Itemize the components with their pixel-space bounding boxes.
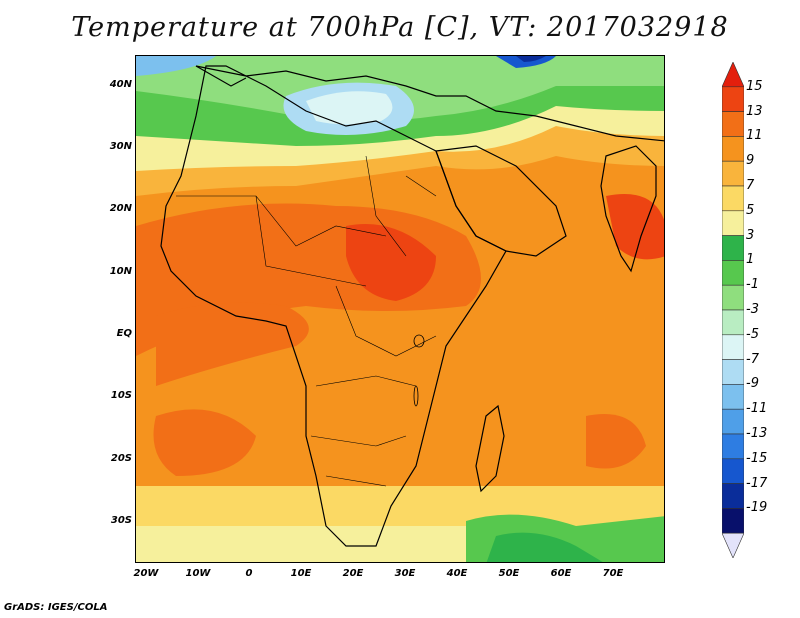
colorbar-label: 15 — [746, 78, 763, 94]
colorbar-label: -1 — [746, 277, 759, 293]
colorbar-segment — [722, 136, 744, 162]
colorbar-segment — [722, 483, 744, 509]
colorbar-segment — [722, 260, 744, 286]
colorbar-label: 1 — [746, 252, 755, 268]
lon-label-20w: 20W — [133, 568, 159, 579]
colorbar-label: 7 — [746, 178, 755, 193]
lon-label-10e: 10E — [290, 568, 312, 579]
colorbar-label: -17 — [746, 475, 768, 491]
lat-label-10s: 10S — [110, 390, 132, 401]
colorbar-segment — [722, 334, 744, 360]
lon-label-40e: 40E — [446, 568, 468, 579]
colorbar-segment — [722, 284, 744, 311]
colorbar-label: -19 — [746, 500, 768, 516]
colorbar-segment — [722, 408, 744, 435]
colorbar-label: -7 — [746, 351, 759, 367]
lat-label-20n: 20N — [109, 203, 132, 214]
colorbar-label: -5 — [746, 326, 759, 342]
lat-label-30n: 30N — [109, 141, 132, 152]
lon-label-50e: 50E — [498, 568, 520, 579]
lon-label-70e: 70E — [602, 568, 624, 579]
colorbar-label: 5 — [746, 202, 755, 218]
colorbar-label: 3 — [746, 227, 755, 243]
colorbar-label: 11 — [746, 128, 763, 144]
colorbar-label: 13 — [746, 103, 763, 119]
colorbar-segment — [722, 62, 744, 88]
temperature-map — [135, 55, 665, 563]
colorbar-segment — [722, 235, 744, 261]
colorbar-segment — [722, 309, 744, 336]
lat-label-40n: 40N — [109, 79, 132, 90]
colorbar-segment — [722, 210, 744, 236]
colorbar-label: -9 — [746, 376, 759, 392]
credit-text: GrADS: IGES/COLA — [4, 602, 108, 613]
colorbar-segment — [722, 508, 744, 534]
lat-label-eq: EQ — [116, 328, 132, 339]
colorbar-segment — [722, 433, 744, 460]
colorbar-segment — [722, 384, 744, 410]
colorbar-segment — [722, 359, 744, 385]
colorbar-label: -13 — [746, 426, 768, 441]
colorbar-label: -3 — [746, 302, 759, 317]
colorbar-segment — [722, 111, 744, 137]
lat-label-20s: 20S — [110, 453, 132, 464]
lon-label-30e: 30E — [394, 568, 416, 579]
lon-label-20e: 20E — [342, 568, 364, 579]
chart-title: Temperature at 700hPa [C], VT: 201703291… — [71, 12, 729, 43]
colorbar-segment — [722, 185, 744, 212]
lon-label-0: 0 — [245, 568, 253, 579]
colorbar — [722, 62, 744, 558]
lon-label-10w: 10W — [185, 568, 211, 579]
colorbar-label: 9 — [746, 153, 755, 169]
lat-label-10n: 10N — [109, 266, 132, 277]
colorbar-segment — [722, 86, 744, 112]
lon-label-60e: 60E — [550, 568, 572, 579]
colorbar-segment — [722, 458, 744, 484]
colorbar-label: -15 — [746, 450, 768, 466]
colorbar-label: -11 — [746, 401, 768, 417]
lat-label-30s: 30S — [110, 515, 132, 526]
colorbar-segment — [722, 160, 744, 187]
colorbar-segment — [722, 532, 744, 558]
